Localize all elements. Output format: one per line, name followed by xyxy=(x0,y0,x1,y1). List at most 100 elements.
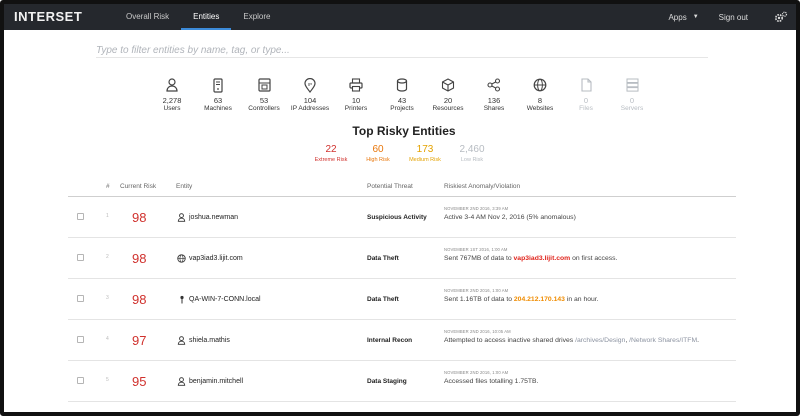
apps-label: Apps xyxy=(668,12,687,22)
app-logo: INTERSET xyxy=(14,9,83,24)
category-controllers[interactable]: 53 Controllers xyxy=(240,78,288,112)
nav-overall-risk[interactable]: Overall Risk xyxy=(126,12,170,21)
row-checkbox[interactable] xyxy=(77,336,84,343)
search-input[interactable] xyxy=(96,42,708,59)
entity-cell[interactable]: shiela.mathis xyxy=(176,336,230,345)
entity-name[interactable]: shiela.mathis xyxy=(189,337,230,344)
header-current-risk[interactable]: Current Risk xyxy=(120,183,157,190)
anomaly-timestamp: NOVEMBER 2ND 2016, 3:39 AM xyxy=(444,206,509,211)
row-index: 2 xyxy=(106,254,109,260)
row-checkbox[interactable] xyxy=(77,295,84,302)
anomaly-timestamp: NOVEMBER 2ND 2016, 1:00 AM xyxy=(444,288,509,293)
category-machines[interactable]: 63 Machines xyxy=(194,78,242,112)
apps-menu-button[interactable]: Apps ▼ xyxy=(668,13,698,22)
potential-threat: Data Theft xyxy=(367,255,399,262)
header-number[interactable]: # xyxy=(106,183,110,190)
nav-explore[interactable]: Explore xyxy=(243,12,271,21)
shared-drive-link[interactable]: /archives/Design xyxy=(575,337,626,344)
globe-icon xyxy=(516,78,564,94)
category-projects[interactable]: 43 Projects xyxy=(378,78,426,112)
category-printers[interactable]: 10 Printers xyxy=(332,78,380,112)
machine-icon xyxy=(194,78,242,94)
top-right-controls: Apps ▼ Sign out xyxy=(668,4,788,30)
category-resources[interactable]: 20 Resources xyxy=(424,78,472,112)
potential-threat: Data Staging xyxy=(367,378,407,385)
entity-name[interactable]: benjamin.mitchell xyxy=(189,378,244,385)
server-icon xyxy=(608,78,656,94)
risk-score: 98 xyxy=(132,292,147,307)
anomaly-description: Sent 1.16TB of data to 204.212.170.143 i… xyxy=(444,296,599,303)
entity-name[interactable]: QA-WIN-7-CONN.local xyxy=(189,296,261,303)
table-row[interactable]: 5 95 benjamin.mitchell Data Staging NOVE… xyxy=(68,361,736,402)
risky-entities-table: # Current Risk Entity Potential Threat R… xyxy=(68,181,736,402)
category-shares[interactable]: 136 Shares xyxy=(470,78,518,112)
entity-cell[interactable]: QA-WIN-7-CONN.local xyxy=(176,295,261,304)
chevron-down-icon: ▼ xyxy=(692,14,699,20)
share-icon xyxy=(470,78,518,94)
low-risk-summary[interactable]: 2,460 Low Risk xyxy=(459,144,485,163)
main-nav: Overall Risk Entities Explore xyxy=(114,4,282,30)
row-checkbox[interactable] xyxy=(77,377,84,384)
table-row[interactable]: 2 98 vap3iad3.lijit.com Data Theft NOVEM… xyxy=(68,238,736,279)
row-index: 4 xyxy=(106,336,109,342)
entity-name[interactable]: joshua.newman xyxy=(189,214,239,221)
anomaly-timestamp: NOVEMBER 1ST 2016, 1:00 AM xyxy=(444,247,508,252)
settings-gear-icon[interactable] xyxy=(774,11,788,23)
highlighted-ip[interactable]: 204.212.170.143 xyxy=(513,296,565,303)
anomaly-timestamp: NOVEMBER 2ND 2016, 10:05 AM xyxy=(444,329,511,334)
category-ip-addresses[interactable]: IP 104 IP Addresses xyxy=(286,78,334,112)
header-entity[interactable]: Entity xyxy=(176,183,193,190)
user-icon xyxy=(148,78,196,94)
entity-filter-search xyxy=(96,40,708,59)
entity-cell[interactable]: benjamin.mitchell xyxy=(176,377,243,386)
nav-entities[interactable]: Entities xyxy=(181,4,232,30)
printer-icon xyxy=(332,78,380,94)
header-riskiest-anomaly[interactable]: Riskiest Anomaly/Violation xyxy=(444,183,521,190)
category-websites[interactable]: 8 Websites xyxy=(516,78,564,112)
top-risky-entities-title: Top Risky Entities xyxy=(352,124,456,138)
header-potential-threat[interactable]: Potential Threat xyxy=(367,183,413,190)
user-icon xyxy=(176,336,187,345)
risk-summary: 22 Extreme Risk 60 High Risk 173 Medium … xyxy=(308,144,488,168)
anomaly-description: Accessed files totalling 1.75TB. xyxy=(444,378,539,385)
row-index: 5 xyxy=(106,377,109,383)
potential-threat: Internal Recon xyxy=(367,337,413,344)
entity-cell[interactable]: vap3iad3.lijit.com xyxy=(176,254,243,263)
table-row[interactable]: 4 97 shiela.mathis Internal Recon NOVEMB… xyxy=(68,320,736,361)
entity-name[interactable]: vap3iad3.lijit.com xyxy=(189,255,243,262)
row-index: 1 xyxy=(106,213,109,219)
table-header: # Current Risk Entity Potential Threat R… xyxy=(68,181,736,197)
medium-risk-summary[interactable]: 173 Medium Risk xyxy=(409,144,441,163)
category-servers[interactable]: 0 Servers xyxy=(608,78,656,112)
table-row[interactable]: 3 98 QA-WIN-7-CONN.local Data Theft NOVE… xyxy=(68,279,736,320)
row-index: 3 xyxy=(106,295,109,301)
high-risk-summary[interactable]: 60 High Risk xyxy=(366,144,390,163)
potential-threat: Suspicious Activity xyxy=(367,214,427,221)
svg-text:IP: IP xyxy=(308,82,312,87)
globe-icon xyxy=(176,254,187,263)
anomaly-description: Sent 767MB of data to vap3iad3.lijit.com… xyxy=(444,255,618,262)
entity-cell[interactable]: joshua.newman xyxy=(176,213,238,222)
ip-pin-icon: IP xyxy=(286,78,334,94)
user-icon xyxy=(176,213,187,222)
category-users[interactable]: 2,278 Users xyxy=(148,78,196,112)
shared-drive-link[interactable]: /Network Shares/ITFM xyxy=(629,337,698,344)
top-navigation-bar: INTERSET Overall Risk Entities Explore A… xyxy=(4,4,796,30)
extreme-risk-summary[interactable]: 22 Extreme Risk xyxy=(314,144,348,163)
row-checkbox[interactable] xyxy=(77,213,84,220)
sign-out-link[interactable]: Sign out xyxy=(718,12,748,22)
table-row[interactable]: 1 98 joshua.newman Suspicious Activity N… xyxy=(68,197,736,238)
anomaly-description: Attempted to access inactive shared driv… xyxy=(444,337,699,344)
controller-icon xyxy=(240,78,288,94)
risk-score: 97 xyxy=(132,333,147,348)
category-files[interactable]: 0 Files xyxy=(562,78,610,112)
database-icon xyxy=(378,78,426,94)
anomaly-timestamp: NOVEMBER 2ND 2016, 1:00 AM xyxy=(444,370,509,375)
ip-pin-icon xyxy=(176,295,187,304)
row-checkbox[interactable] xyxy=(77,254,84,261)
highlighted-host[interactable]: vap3iad3.lijit.com xyxy=(513,255,571,262)
file-icon xyxy=(562,78,610,94)
risk-score: 95 xyxy=(132,374,147,389)
anomaly-description: Active 3-4 AM Nov 2, 2016 (5% anomalous) xyxy=(444,214,576,221)
